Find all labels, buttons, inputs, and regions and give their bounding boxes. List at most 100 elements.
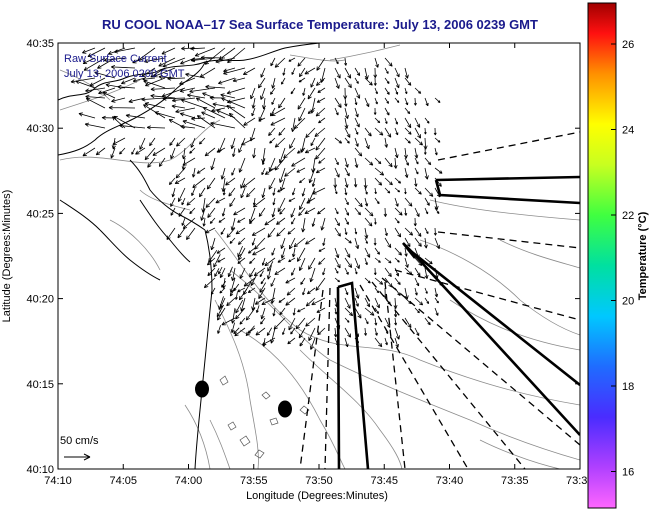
current-vector <box>261 257 266 266</box>
current-vector <box>210 121 236 129</box>
current-vector <box>304 147 316 154</box>
current-vector <box>373 237 377 246</box>
current-vector <box>271 97 276 105</box>
current-vector <box>181 147 186 160</box>
current-vector <box>374 257 381 263</box>
current-vector <box>295 317 306 330</box>
current-vector <box>221 280 227 288</box>
current-vector <box>433 127 437 136</box>
colorbar-label: Temperature (°C) <box>637 211 649 300</box>
x-tick-label: 73:50 <box>305 475 333 487</box>
current-vector <box>207 267 216 277</box>
mooring-marker-2 <box>278 400 292 418</box>
current-vector <box>299 197 306 211</box>
current-vector <box>216 247 226 254</box>
current-vector <box>239 317 246 325</box>
current-vector <box>291 157 306 167</box>
current-vector <box>344 197 349 206</box>
current-vector <box>424 167 429 180</box>
current-vector <box>344 167 350 177</box>
current-vector <box>384 177 393 186</box>
current-vector <box>344 227 348 235</box>
current-vector <box>208 249 218 263</box>
current-vector <box>170 197 176 207</box>
current-vector <box>414 237 422 247</box>
current-vector <box>218 77 236 85</box>
current-vector <box>247 247 256 254</box>
current-vector <box>141 97 166 102</box>
current-vector <box>344 77 352 89</box>
current-vector <box>158 157 166 167</box>
current-vector <box>278 147 286 164</box>
current-vector <box>128 97 146 104</box>
current-vector <box>250 274 257 287</box>
current-vector <box>259 270 264 278</box>
current-vector <box>113 47 136 54</box>
figure-title: RU COOL NOAA–17 Sea Surface Temperature:… <box>102 17 538 32</box>
current-vector <box>237 245 243 258</box>
current-vector <box>414 187 422 195</box>
current-vector <box>82 147 96 157</box>
current-vector <box>393 297 398 309</box>
current-vector <box>364 257 368 266</box>
current-vector <box>334 227 341 237</box>
current-vector <box>384 77 390 84</box>
current-vector <box>179 77 196 85</box>
current-vector <box>206 177 216 190</box>
current-vector <box>251 107 256 117</box>
current-vector <box>414 227 422 237</box>
current-vector <box>434 207 440 215</box>
current-vector <box>293 117 306 130</box>
radar-beam-lines <box>299 131 580 469</box>
current-vector <box>121 77 136 85</box>
current-vector <box>404 257 409 268</box>
current-vector <box>274 57 286 68</box>
current-vector <box>216 147 226 153</box>
current-vector <box>364 207 374 217</box>
current-vector <box>434 97 441 103</box>
current-vector <box>260 277 266 285</box>
current-vector <box>225 177 236 186</box>
current-vector <box>202 107 226 119</box>
current-vector <box>143 80 166 89</box>
current-vector <box>228 187 236 197</box>
current-vector <box>424 297 430 305</box>
current-vector <box>272 307 276 317</box>
current-vector <box>181 46 196 51</box>
current-vector <box>302 87 306 96</box>
current-vector <box>354 127 359 135</box>
current-vector <box>384 97 389 104</box>
current-vector <box>315 107 326 117</box>
current-vector <box>353 177 358 188</box>
current-vector <box>394 87 399 95</box>
current-vector <box>394 187 401 193</box>
current-vector <box>264 257 276 267</box>
current-vector <box>175 167 186 179</box>
current-vector <box>344 317 350 323</box>
current-vector <box>434 137 441 143</box>
current-vector <box>305 317 316 327</box>
surface-current-vectors <box>70 46 444 350</box>
current-vector <box>161 47 176 55</box>
current-vector <box>168 177 176 185</box>
current-vector <box>202 92 216 99</box>
current-vector <box>226 227 236 238</box>
current-vector <box>404 117 412 129</box>
current-vector <box>144 57 166 64</box>
current-vector <box>344 97 348 107</box>
bathymetry-contours <box>59 44 580 469</box>
current-vector <box>308 327 316 342</box>
current-vector <box>152 147 166 156</box>
current-vector <box>144 102 166 109</box>
current-vector <box>364 67 369 80</box>
current-vector <box>334 57 339 65</box>
colorbar <box>587 2 617 509</box>
current-vector <box>230 322 235 334</box>
current-vector <box>423 137 428 150</box>
current-vector <box>171 104 186 109</box>
current-vector <box>310 77 316 88</box>
current-vector <box>334 77 340 89</box>
current-vector <box>158 57 176 67</box>
current-vector <box>251 97 256 109</box>
x-tick-label: 73:35 <box>501 475 529 487</box>
